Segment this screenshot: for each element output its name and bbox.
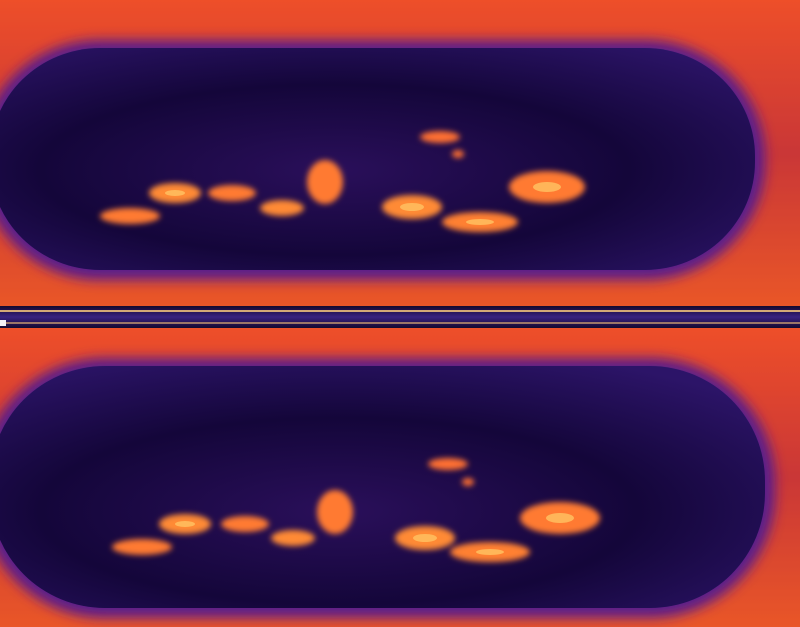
hotspot-cores-top [165, 182, 561, 225]
hotspot [100, 208, 160, 224]
hotspot-core [175, 521, 195, 527]
hotspot-core [476, 549, 504, 555]
hotspot-core [413, 534, 437, 542]
cool-interior-bottom [0, 366, 765, 608]
cool-interior-top [0, 48, 755, 270]
thermal-panel-bottom [0, 328, 800, 627]
hotspot-core [546, 513, 574, 523]
hotspot [260, 200, 304, 216]
hotspot [221, 516, 269, 532]
hotspot [307, 160, 343, 204]
hotspot [317, 490, 353, 534]
thermal-panel-top [0, 0, 800, 306]
panel-separator [0, 306, 800, 328]
thermal-view-bottom [0, 328, 800, 627]
hotspot [112, 539, 172, 555]
separator-marker [0, 320, 6, 326]
hotspot-core [165, 190, 185, 196]
hotspot-cores-bottom [175, 513, 574, 555]
hotspot [428, 458, 468, 470]
hotspot-core [533, 182, 561, 192]
separator-line [0, 310, 800, 312]
hotspot [208, 185, 256, 201]
hotspot-core [400, 203, 424, 211]
hotspot [271, 530, 315, 546]
thermal-view-top [0, 0, 800, 306]
hotspot [420, 131, 460, 143]
hotspot-core [466, 219, 494, 225]
hotspot-cluster-top [100, 131, 585, 232]
hotspot [462, 478, 474, 486]
separator-line [0, 322, 800, 324]
hotspot [452, 150, 464, 158]
